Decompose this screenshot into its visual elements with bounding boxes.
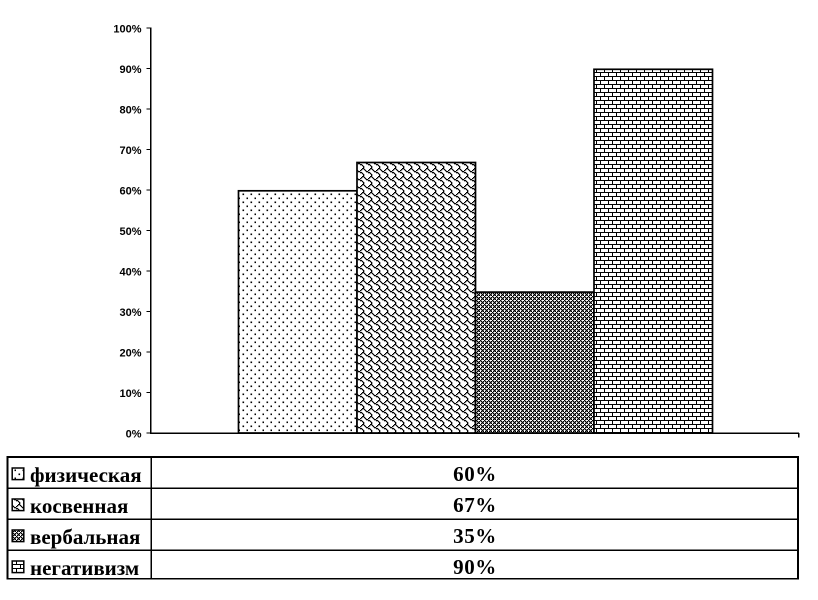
svg-text:20%: 20% <box>119 348 141 360</box>
svg-text:30%: 30% <box>119 307 141 319</box>
svg-text:60%: 60% <box>453 462 497 486</box>
svg-text:60%: 60% <box>119 186 141 198</box>
svg-text:80%: 80% <box>119 105 141 117</box>
svg-text:10%: 10% <box>119 388 141 400</box>
svg-text:40%: 40% <box>119 267 141 279</box>
svg-text:вербальная: вербальная <box>30 525 140 549</box>
svg-text:35%: 35% <box>453 524 497 548</box>
svg-text:негативизм: негативизм <box>30 556 139 580</box>
svg-text:50%: 50% <box>119 226 141 238</box>
svg-text:100%: 100% <box>113 24 141 36</box>
svg-text:физическая: физическая <box>30 463 142 487</box>
svg-text:90%: 90% <box>453 555 497 579</box>
svg-text:90%: 90% <box>119 64 141 76</box>
svg-text:0%: 0% <box>126 429 142 441</box>
svg-text:косвенная: косвенная <box>30 494 128 518</box>
svg-text:70%: 70% <box>119 145 141 157</box>
svg-text:67%: 67% <box>453 493 497 517</box>
